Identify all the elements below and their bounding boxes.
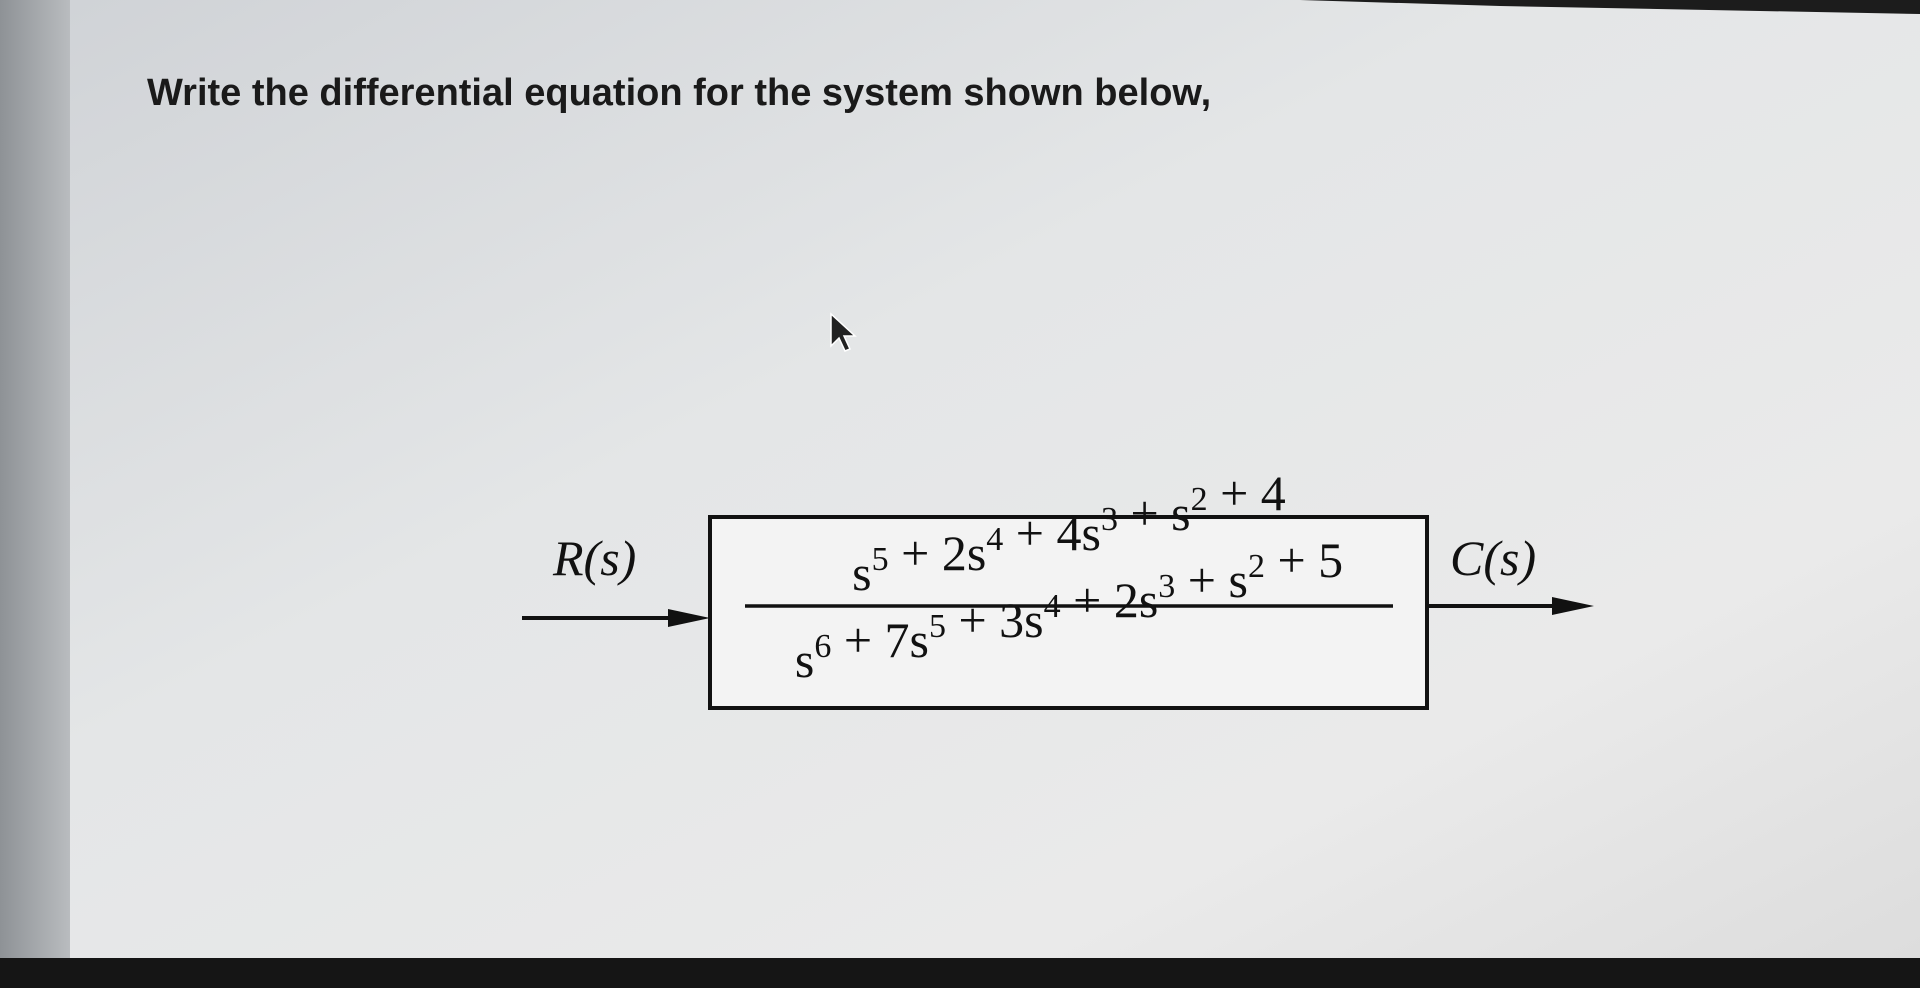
term: + 2s — [889, 525, 987, 581]
mouse-cursor — [830, 312, 857, 352]
transfer-block — [708, 515, 1429, 710]
output-arrowhead — [1552, 597, 1594, 615]
denominator: s6 + 7s5 + 3s4 + 2s3 + s2 + 5 — [795, 532, 1343, 688]
bottom-bezel — [0, 958, 1920, 988]
term: + 7s — [831, 612, 929, 668]
term: + 5 — [1265, 532, 1343, 588]
input-label: R(s) — [552, 530, 636, 586]
term: + 3s — [946, 592, 1044, 648]
exponent: 2 — [1248, 548, 1265, 585]
exponent: 4 — [986, 521, 1003, 558]
exponent: 4 — [1044, 588, 1061, 625]
term: + 4s — [1003, 505, 1101, 561]
numerator: s5 + 2s4 + 4s3 + s2 + 4 — [852, 465, 1286, 601]
term: + s — [1118, 485, 1191, 541]
question: Write the differential equation for the … — [147, 72, 1211, 114]
exponent: 5 — [929, 608, 946, 645]
exponent: 6 — [814, 628, 831, 665]
output-label: C(s) — [1450, 530, 1536, 586]
exponent: 2 — [1191, 481, 1208, 518]
exponent: 3 — [1158, 568, 1175, 605]
term: + 2s — [1061, 572, 1159, 628]
exponent: 5 — [872, 541, 889, 578]
term: s — [795, 632, 814, 688]
term: + s — [1175, 552, 1248, 608]
screen-edge — [0, 0, 70, 988]
top-bezel — [1300, 0, 1920, 14]
term: + 4 — [1208, 465, 1286, 521]
exponent: 3 — [1101, 501, 1118, 538]
input-arrowhead — [668, 609, 710, 627]
term: s — [852, 545, 871, 601]
